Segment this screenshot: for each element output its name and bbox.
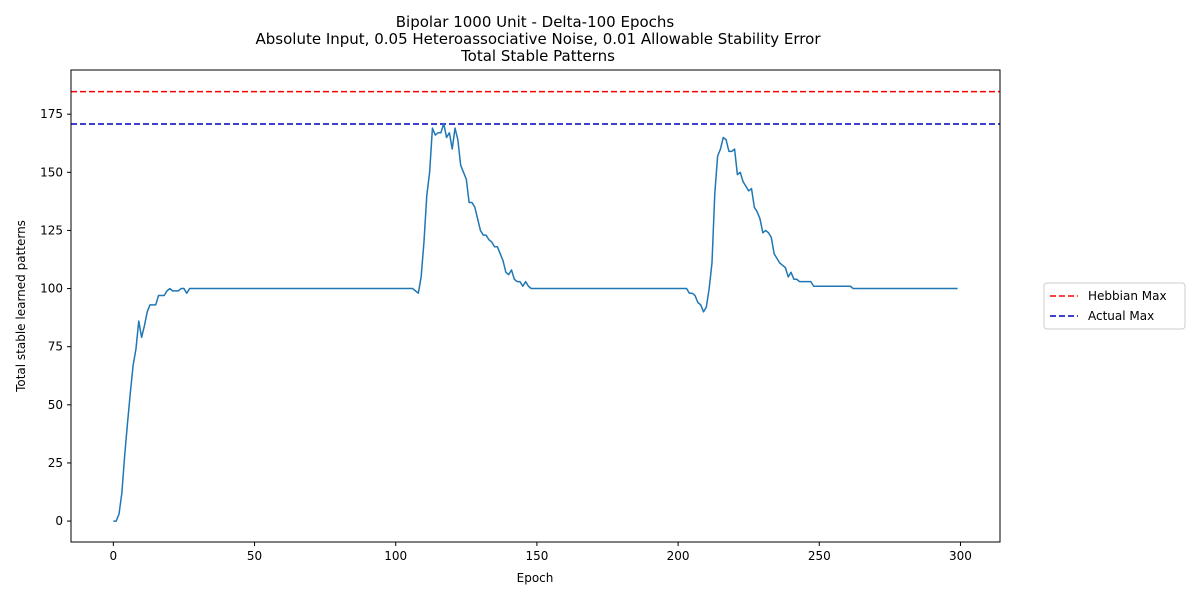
x-tick-label: 0 xyxy=(110,549,118,563)
legend: Hebbian Max Actual Max xyxy=(1043,282,1186,330)
y-tick-label: 0 xyxy=(55,514,63,528)
x-axis-label: Epoch xyxy=(517,571,554,585)
x-tick-label: 250 xyxy=(808,549,831,563)
series-layer xyxy=(113,122,958,522)
title-line-2: Absolute Input, 0.05 Heteroassociative N… xyxy=(256,30,822,48)
x-tick-label: 100 xyxy=(384,549,407,563)
y-tick-label: 125 xyxy=(40,223,63,237)
y-tick-label: 75 xyxy=(48,340,63,354)
y-axis: 0 25 50 75 100 125 150 175 xyxy=(40,107,71,528)
chart-title: Bipolar 1000 Unit - Delta-100 Epochs Abs… xyxy=(256,13,822,65)
title-line-1: Bipolar 1000 Unit - Delta-100 Epochs xyxy=(396,13,675,31)
y-tick-label: 100 xyxy=(40,282,63,296)
legend-box xyxy=(1043,282,1186,330)
x-axis: 0 50 100 150 200 250 300 xyxy=(110,542,972,563)
x-tick-label: 150 xyxy=(525,549,548,563)
y-tick-label: 25 xyxy=(48,456,63,470)
series-line-0 xyxy=(113,122,958,522)
reference-lines xyxy=(71,90,1000,125)
y-tick-label: 50 xyxy=(48,398,63,412)
legend-label-hebbian-max: Hebbian Max xyxy=(1088,289,1167,303)
x-tick-label: 200 xyxy=(667,549,690,563)
x-tick-label: 50 xyxy=(247,549,262,563)
plot-background xyxy=(71,70,1000,542)
y-tick-label: 150 xyxy=(40,165,63,179)
y-axis-label: Total stable learned patterns xyxy=(14,220,28,393)
plot-frame xyxy=(70,69,1001,543)
plot-area xyxy=(70,69,1001,543)
title-line-3: Total Stable Patterns xyxy=(460,47,615,65)
x-tick-label: 300 xyxy=(949,549,972,563)
y-tick-label: 175 xyxy=(40,107,63,121)
legend-label-actual-max: Actual Max xyxy=(1088,309,1154,323)
